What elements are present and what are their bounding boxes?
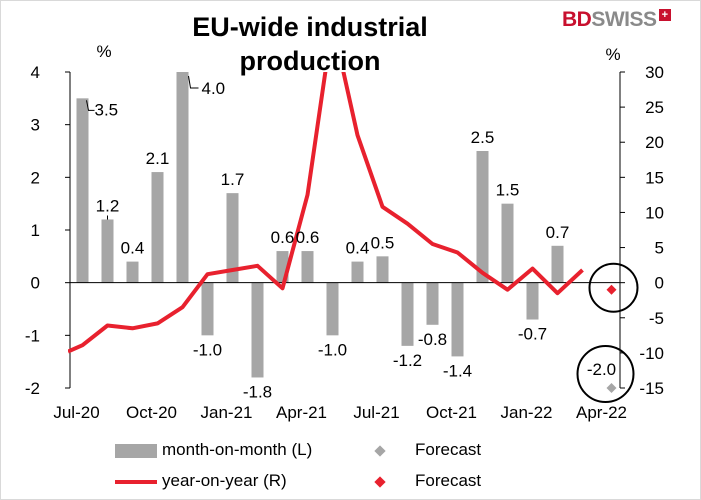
left-axis-unit: % (96, 42, 111, 61)
forecast-mm-label: -2.0 (587, 360, 616, 379)
x-tick-label-Oct-21: Oct-21 (426, 403, 477, 422)
bar-Sep-20 (126, 261, 139, 283)
data-label-Nov-20: 4.0 (202, 79, 226, 98)
data-label-Apr-21: 0.6 (296, 228, 320, 247)
bar-Jan-21 (226, 193, 239, 283)
bar-Aug-20 (101, 219, 114, 283)
x-tick-label-Oct-20: Oct-20 (126, 403, 177, 422)
bar-Oct-20 (151, 172, 164, 283)
data-label-Aug-21: -1.2 (393, 351, 422, 370)
data-label-May-21: -1.0 (318, 340, 347, 359)
bar-Feb-21 (251, 282, 264, 378)
legend-label-forecast-yy: Forecast (415, 471, 482, 490)
left-tick-label: 1 (31, 221, 40, 240)
left-tick-label: -1 (25, 326, 40, 345)
left-tick-label: 4 (31, 63, 40, 82)
data-label-Feb-22: 0.7 (546, 223, 570, 242)
data-label-Feb-21: -1.8 (243, 382, 272, 401)
data-label-Jun-21: 0.4 (346, 239, 370, 258)
bar-May-21 (326, 282, 339, 336)
left-tick-label: 0 (31, 274, 40, 293)
x-tick-label-Jan-21: Jan-21 (201, 403, 253, 422)
bar-Dec-21 (501, 203, 514, 283)
right-tick-label: 0 (655, 274, 664, 293)
bar-Dec-20 (201, 282, 214, 336)
data-label-Dec-21: 1.5 (496, 181, 520, 200)
data-label-Oct-20: 2.1 (146, 149, 170, 168)
brand-logo: BDSWISS + (562, 8, 671, 32)
brand-logo-bd: BD (562, 8, 592, 31)
bar-Oct-21 (451, 282, 464, 357)
right-tick-label: 30 (645, 63, 664, 82)
bar-Jan-22 (526, 282, 539, 320)
legend-label-year-on-year: year-on-year (R) (162, 471, 287, 490)
swiss-cross-icon: + (658, 9, 671, 21)
bar-Jul-20 (76, 98, 89, 283)
forecast-mm-diamond (606, 383, 617, 393)
x-tick-label-Jul-21: Jul-21 (353, 403, 399, 422)
x-tick-label-Jan-22: Jan-22 (501, 403, 553, 422)
data-label-Dec-20: -1.0 (193, 340, 222, 359)
right-tick-label: 25 (645, 98, 664, 117)
right-tick-label: 20 (645, 133, 664, 152)
forecast-mm-circle (576, 345, 635, 403)
bar-Aug-21 (401, 282, 414, 346)
legend-label-forecast-mm: Forecast (415, 440, 482, 459)
leader-line-nov20 (188, 75, 199, 89)
yoy-line (68, 72, 584, 354)
right-tick-label: -5 (649, 309, 664, 328)
data-label-Jul-21: 0.5 (371, 233, 395, 252)
data-label-Nov-21: 2.5 (471, 128, 495, 147)
left-tick-label: 2 (31, 168, 40, 187)
right-tick-label: 15 (645, 168, 664, 187)
forecast-yy-circle (588, 262, 639, 313)
data-label-Mar-21: 0.6 (271, 228, 295, 247)
data-label-Sep-21: -0.8 (418, 330, 447, 349)
data-label-Jan-22: -0.7 (518, 325, 547, 344)
right-axis-unit: % (605, 45, 620, 64)
forecast-yy-diamond (606, 284, 617, 295)
right-tick-label: 10 (645, 203, 664, 222)
right-tick-label: -15 (639, 379, 664, 398)
data-label-Sep-20: 0.4 (121, 239, 145, 258)
legend-swatch-month-on-month (115, 444, 157, 458)
bar-Jul-21 (376, 256, 389, 283)
chart-title: EU-wide industrial production (192, 12, 428, 76)
data-label-Oct-21: -1.4 (443, 361, 472, 380)
bar-Nov-20 (176, 72, 189, 283)
data-label-Jul-20: 3.5 (95, 100, 119, 119)
x-tick-label-Apr-21: Apr-21 (276, 403, 327, 422)
bar-Apr-21 (301, 251, 314, 283)
right-tick-label: -10 (639, 344, 664, 363)
x-tick-label-Apr-22: Apr-22 (576, 403, 627, 422)
bar-Jun-21 (351, 261, 364, 283)
bar-Nov-21 (476, 151, 489, 283)
data-label-Jan-21: 1.7 (221, 170, 245, 189)
data-label-Aug-20: 1.2 (96, 196, 120, 215)
left-tick-label: -2 (25, 379, 40, 398)
brand-logo-swiss: SWISS (591, 8, 657, 31)
bar-Feb-22 (551, 245, 564, 283)
leader-line-jul20 (86, 100, 95, 111)
left-tick-label: 3 (31, 116, 40, 135)
legend-label-month-on-month: month-on-month (L) (162, 440, 313, 459)
x-tick-label-Jul-20: Jul-20 (53, 403, 99, 422)
legend-swatch-year-on-year (115, 480, 157, 484)
right-tick-label: 5 (655, 239, 664, 258)
bar-Sep-21 (426, 282, 439, 325)
